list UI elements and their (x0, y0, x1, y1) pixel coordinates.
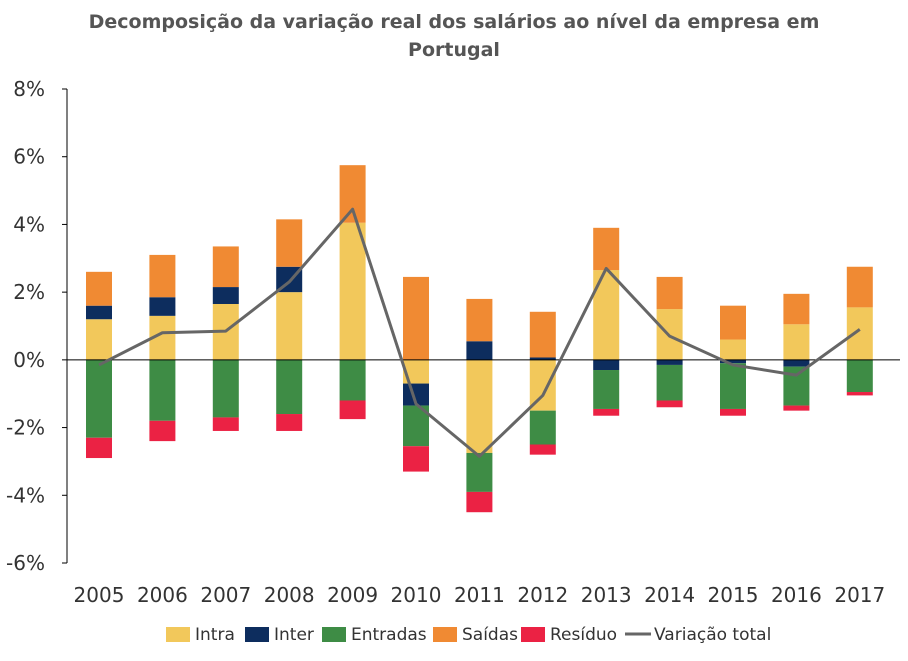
chart-title-line-1: Decomposição da variação real dos salári… (88, 11, 820, 33)
legend-label: Saídas (462, 625, 518, 645)
bar-intra-2010 (403, 359, 429, 384)
bar-entradas-2005 (86, 359, 112, 438)
bar-intra-2017 (846, 307, 873, 360)
bar-resduo-2013 (593, 408, 620, 416)
bar-intra-2008 (276, 292, 303, 360)
bar-intra-2015 (720, 339, 746, 360)
bar-resduo-2014 (656, 400, 683, 408)
bar-resduo-2007 (212, 417, 239, 431)
bar-inter-2011 (466, 341, 493, 360)
bar-sadas-2016 (783, 293, 810, 325)
legend-swatch-0 (166, 627, 190, 642)
bar-resduo-2017 (846, 392, 873, 396)
bar-inter-2016 (783, 359, 810, 367)
bar-inter-2005 (86, 305, 112, 320)
bar-resduo-2012 (529, 444, 556, 455)
bar-sadas-2006 (149, 254, 176, 298)
bar-inter-2006 (149, 297, 176, 316)
series-line-variacao-total (98, 207, 861, 458)
bar-inter-2013 (593, 359, 620, 371)
bar-resduo-2006 (149, 420, 176, 442)
x-tick-label: 2007 (200, 583, 251, 607)
bar-resduo-2011 (466, 491, 493, 513)
bar-inter-2007 (212, 287, 239, 304)
bar-sadas-2015 (720, 305, 746, 340)
bar-intra-2016 (783, 324, 810, 360)
y-tick-label: 0% (13, 348, 45, 372)
x-tick-label: 2012 (517, 583, 568, 607)
y-tick-label: -6% (6, 551, 45, 575)
bar-sadas-2005 (86, 271, 112, 306)
x-tick-label: 2017 (834, 583, 885, 607)
bar-sadas-2011 (466, 298, 493, 342)
bar-entradas-2008 (276, 359, 303, 415)
chart-title: Decomposição da variação real dos salári… (0, 8, 908, 64)
chart-title-line-2: Portugal (408, 39, 500, 61)
y-tick-label: -4% (6, 483, 45, 507)
bar-sadas-2014 (656, 276, 683, 310)
x-tick-label: 2015 (708, 583, 759, 607)
x-tick-label: 2011 (454, 583, 505, 607)
bar-sadas-2017 (846, 266, 873, 308)
bar-sadas-2010 (403, 276, 429, 360)
x-tick-label: 2008 (264, 583, 315, 607)
y-tick-label: -2% (6, 416, 45, 440)
x-tick-label: 2016 (771, 583, 822, 607)
bar-inter-2010 (403, 383, 429, 406)
bar-entradas-2014 (656, 364, 683, 401)
legend-swatch-3 (433, 627, 457, 642)
bar-sadas-2008 (276, 219, 303, 267)
legend-label: Inter (274, 625, 314, 645)
x-tick-label: 2006 (137, 583, 188, 607)
bar-intra-2011 (466, 359, 493, 453)
bar-entradas-2007 (212, 359, 239, 418)
legend-swatch-2 (322, 627, 346, 642)
legend-label: Variação total (654, 625, 771, 645)
bar-sadas-2007 (212, 246, 239, 288)
bar-entradas-2012 (529, 410, 556, 445)
bar-entradas-2013 (593, 370, 620, 409)
bar-inter-2015 (720, 359, 746, 364)
legend-swatch-4 (521, 627, 545, 642)
bar-entradas-2009 (339, 359, 366, 401)
bar-inter-2014 (656, 359, 683, 365)
y-tick-label: 4% (13, 212, 45, 236)
bar-intra-2009 (339, 222, 366, 360)
bar-entradas-2011 (466, 452, 493, 492)
bar-entradas-2017 (846, 359, 873, 393)
bar-sadas-2012 (529, 311, 556, 358)
x-tick-label: 2013 (581, 583, 632, 607)
x-tick-label: 2009 (327, 583, 378, 607)
y-tick-label: 8% (13, 77, 45, 101)
bar-inter-2012 (529, 357, 556, 360)
x-tick-label: 2014 (644, 583, 695, 607)
bar-entradas-2015 (720, 363, 746, 409)
bar-sadas-2013 (593, 227, 620, 271)
bar-sadas-2009 (339, 165, 366, 223)
y-tick-label: 6% (13, 145, 45, 169)
legend-label: Resíduo (550, 625, 617, 645)
legend-label: Entradas (351, 625, 427, 645)
bar-resduo-2016 (783, 405, 810, 411)
bar-resduo-2010 (403, 446, 429, 472)
bar-entradas-2006 (149, 359, 176, 421)
x-tick-label: 2005 (74, 583, 125, 607)
bar-resduo-2015 (720, 408, 746, 416)
bar-resduo-2005 (86, 437, 112, 459)
bar-intra-2005 (86, 319, 112, 360)
bar-resduo-2008 (276, 414, 303, 431)
legend-label: Intra (195, 625, 235, 645)
y-tick-label: 2% (13, 280, 45, 304)
x-tick-label: 2010 (391, 583, 442, 607)
legend-swatch-1 (245, 627, 269, 642)
bar-resduo-2009 (339, 400, 366, 420)
